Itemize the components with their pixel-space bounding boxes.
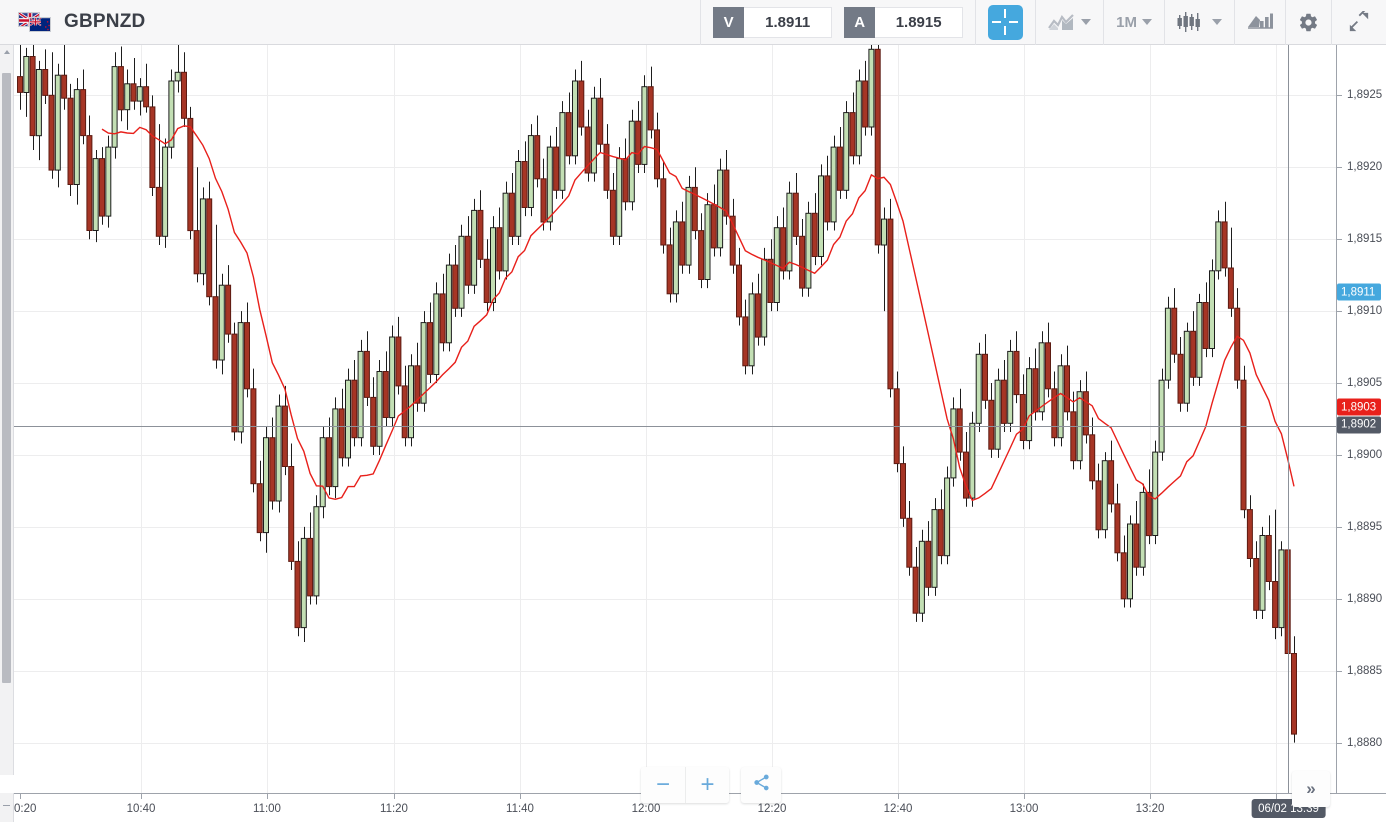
- scrollbar-thumb[interactable]: [2, 73, 11, 683]
- header-toolbar: V 1.8911 A 1.8915: [700, 0, 1386, 45]
- zoom-controls: − +: [641, 767, 781, 803]
- chart-header: GBPNZD V 1.8911 A 1.8915: [0, 0, 1386, 45]
- time-tick: [520, 794, 521, 799]
- chevron-down-icon: [1081, 19, 1092, 25]
- time-tick: [141, 794, 142, 799]
- time-tick: [1150, 794, 1151, 799]
- time-axis-label: 13:20: [1135, 803, 1165, 815]
- price-tick: [1337, 599, 1342, 600]
- time-axis-label: 11:00: [253, 803, 281, 815]
- time-axis-label: 13:00: [1009, 803, 1039, 815]
- time-tick: [267, 794, 268, 799]
- ask-tag: A: [844, 6, 876, 38]
- chart-container: 1,8925 1,8920 1,8915 1,8910 1,8905 1,8900 1,88…: [0, 45, 1386, 822]
- time-tick: [394, 794, 395, 799]
- time-axis-label: 11:20: [380, 803, 408, 815]
- price-axis-label: 1,8900: [1347, 448, 1383, 461]
- candlestick-icon: [1177, 11, 1205, 33]
- price-axis-label: 1,8895: [1347, 520, 1383, 533]
- time-tick: [20, 794, 21, 799]
- collapse-arrows-icon: [1348, 11, 1370, 33]
- symbol-block: GBPNZD: [0, 11, 145, 33]
- chevron-down-icon: [1212, 19, 1222, 25]
- indicator-pencil-icon: [1247, 12, 1273, 32]
- gear-icon: [1298, 12, 1319, 33]
- price-tick: [1337, 239, 1342, 240]
- zoom-in-button[interactable]: +: [685, 767, 729, 803]
- time-axis-label: 0:20: [14, 803, 37, 815]
- time-tick: [1024, 794, 1025, 799]
- bid-quote[interactable]: V 1.8911: [713, 6, 833, 38]
- bid-tag: V: [713, 6, 745, 38]
- quote-group: V 1.8911 A 1.8915: [700, 0, 975, 45]
- bid-value: 1.8911: [744, 6, 833, 38]
- zoom-out-button[interactable]: −: [641, 767, 685, 803]
- price-axis-label: 1,8920: [1347, 161, 1383, 174]
- time-axis-label: 12:40: [883, 803, 913, 815]
- share-icon: [752, 773, 771, 797]
- price-axis-label: 1,8885: [1347, 664, 1383, 677]
- page-title: GBPNZD: [64, 11, 146, 32]
- time-tick: [1276, 794, 1277, 799]
- share-button[interactable]: [741, 767, 781, 803]
- timeframe-dropdown[interactable]: 1M: [1103, 0, 1164, 45]
- price-tick: [1337, 95, 1342, 96]
- flag-pair: [18, 11, 52, 33]
- scroll-up-arrow-icon[interactable]: [0, 45, 13, 58]
- price-tick: [1337, 383, 1342, 384]
- collapse-button[interactable]: [1331, 0, 1386, 45]
- price-axis[interactable]: 1,8925 1,8920 1,8915 1,8910 1,8905 1,8900 1,88…: [1336, 45, 1386, 793]
- bid-price-badge: 1,8911: [1337, 283, 1381, 301]
- ask-value: 1.8915: [875, 6, 964, 38]
- time-axis-label: 12:00: [631, 803, 661, 815]
- candles-dropdown[interactable]: [1164, 0, 1234, 45]
- indicators-button[interactable]: [1234, 0, 1285, 45]
- time-axis-label: 10:40: [126, 803, 156, 815]
- price-tick: [1337, 671, 1342, 672]
- price-tick: [1337, 743, 1342, 744]
- crosshair-price-badge: 1,8902: [1337, 416, 1381, 434]
- time-axis-label: 12:20: [757, 803, 787, 815]
- price-axis-label: 1,8880: [1347, 736, 1383, 749]
- crosshair-button[interactable]: [975, 0, 1035, 45]
- price-axis-label: 1,8905: [1347, 377, 1383, 390]
- price-plot[interactable]: [14, 45, 1336, 793]
- axis-corner: [0, 793, 14, 822]
- scroll-forward-button[interactable]: »: [1292, 771, 1330, 807]
- price-tick: [1337, 167, 1342, 168]
- vertical-scrollbar[interactable]: [0, 45, 14, 775]
- time-tick: [898, 794, 899, 799]
- price-tick: [1337, 455, 1342, 456]
- ask-price-badge: 1,8903: [1337, 398, 1381, 416]
- timeframe-label: 1M: [1116, 13, 1137, 31]
- price-axis-label: 1,8925: [1347, 89, 1383, 102]
- price-axis-label: 1,8915: [1347, 233, 1383, 246]
- price-axis-label: 1,8890: [1347, 592, 1383, 605]
- chart-type-dropdown[interactable]: [1035, 0, 1103, 45]
- settings-button[interactable]: [1285, 0, 1331, 45]
- price-tick: [1337, 311, 1342, 312]
- zoom-group: − +: [641, 767, 729, 803]
- chevron-down-icon: [1142, 19, 1152, 25]
- price-axis-label: 1,8910: [1347, 305, 1383, 318]
- candlestick-canvas: [14, 45, 1336, 793]
- nz-flag-icon: [29, 17, 51, 32]
- line-chart-icon: [1048, 13, 1074, 31]
- time-axis-label: 11:40: [506, 803, 534, 815]
- crosshair-icon: [988, 4, 1024, 40]
- price-tick: [1337, 527, 1342, 528]
- ask-quote[interactable]: A 1.8915: [844, 6, 964, 38]
